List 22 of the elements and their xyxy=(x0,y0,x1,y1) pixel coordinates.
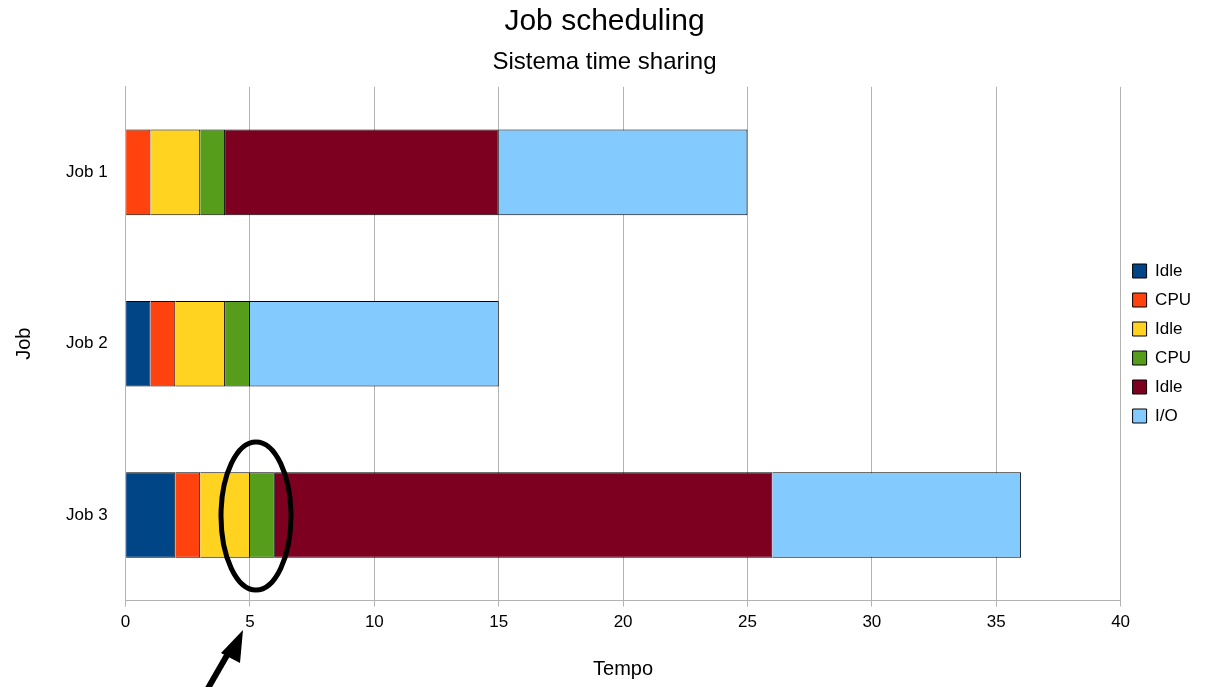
x-tick-label: 30 xyxy=(862,612,882,632)
x-tick-label: 25 xyxy=(738,612,757,632)
x-tick-label: 20 xyxy=(613,612,633,632)
legend-label: CPU xyxy=(1155,289,1192,309)
x-axis-title: Tempo xyxy=(593,656,654,679)
legend-label: CPU xyxy=(1155,347,1192,367)
y-tick-label: Job 3 xyxy=(65,504,108,524)
x-tick-label: 35 xyxy=(986,612,1006,632)
x-tick-label: 15 xyxy=(489,612,509,632)
x-tick-label: 40 xyxy=(1111,612,1131,632)
chart-title: Job scheduling xyxy=(504,3,705,37)
x-tick-label: 5 xyxy=(245,612,255,632)
x-tick-label: 10 xyxy=(364,612,384,632)
y-tick-label: Job 1 xyxy=(65,162,108,182)
legend-label: Idle xyxy=(1155,260,1183,280)
y-tick-label: Job 2 xyxy=(65,333,108,353)
legend-label: Idle xyxy=(1155,318,1183,338)
legend-label: Idle xyxy=(1155,376,1183,396)
y-axis-title: Job xyxy=(11,327,34,360)
x-tick-label: 0 xyxy=(120,612,131,632)
chart-subtitle: Sistema time sharing xyxy=(492,47,717,75)
legend-label: I/O xyxy=(1155,405,1178,425)
